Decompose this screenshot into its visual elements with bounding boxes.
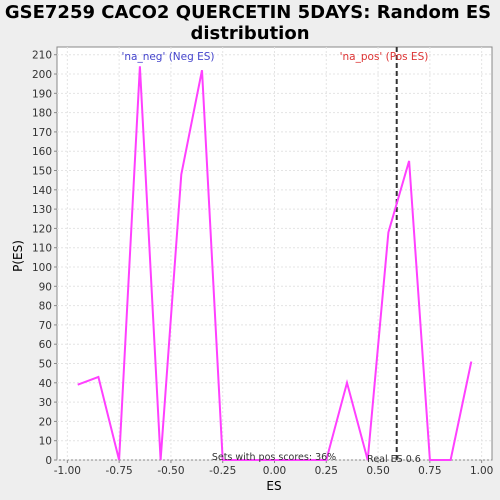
y-tick-label: 60 [39, 339, 52, 351]
x-tick-label: 1.00 [470, 465, 493, 477]
x-axis-label: ES [266, 479, 281, 493]
y-tick-label: 40 [39, 378, 52, 390]
y-tick-label: 210 [32, 50, 52, 62]
x-tick-label: 0.75 [418, 465, 441, 477]
y-tick-label: 20 [39, 416, 52, 428]
y-tick-label: 180 [32, 108, 52, 120]
y-tick-label: 70 [39, 320, 52, 332]
real-es-label: Real ES 0.6 [367, 454, 421, 465]
y-tick-label: 10 [39, 436, 52, 448]
x-tick-label: 0.50 [366, 465, 389, 477]
y-ticks: 0 10 20 30 40 50 60 70 80 90 100 110 120 130 140 150 160… [32, 50, 57, 467]
chart-title-line1: GSE7259 CACO2 QUERCETIN 5DAYS: Random ES [5, 2, 491, 23]
y-tick-label: 120 [32, 223, 52, 235]
y-tick-label: 150 [32, 166, 52, 178]
chart-title-line2: distribution [190, 23, 309, 44]
es-distribution-line [77, 66, 473, 461]
y-tick-label: 130 [32, 204, 52, 216]
x-tick-label: 0.00 [263, 465, 286, 477]
pos-es-label: 'na_pos' (Pos ES) [340, 51, 429, 63]
y-axis-label: P(ES) [11, 240, 25, 272]
y-tick-label: 200 [32, 69, 52, 81]
y-tick-label: 110 [32, 243, 52, 255]
neg-es-label: 'na_neg' (Neg ES) [121, 51, 214, 63]
x-tick-label: -0.25 [209, 465, 236, 477]
footer-text: Sets with pos scores: 36% [212, 452, 336, 463]
x-tick-label: -1.00 [54, 465, 81, 477]
x-tick-label: -0.50 [157, 465, 184, 477]
y-tick-label: 90 [39, 281, 52, 293]
y-tick-label: 50 [39, 359, 52, 371]
y-tick-label: 190 [32, 88, 52, 100]
y-tick-label: 80 [39, 301, 52, 313]
x-tick-label: -0.75 [106, 465, 133, 477]
x-tick-label: 0.25 [315, 465, 338, 477]
y-tick-label: 100 [32, 262, 52, 274]
y-tick-label: 160 [32, 146, 52, 158]
y-tick-label: 140 [32, 185, 52, 197]
y-tick-label: 170 [32, 127, 52, 139]
x-ticks: -1.00 -0.75 -0.50 -0.25 0.00 0.25 0.50 0.75 1.00 [54, 460, 493, 477]
y-tick-label: 30 [39, 397, 52, 409]
y-tick-label: 0 [45, 455, 52, 467]
